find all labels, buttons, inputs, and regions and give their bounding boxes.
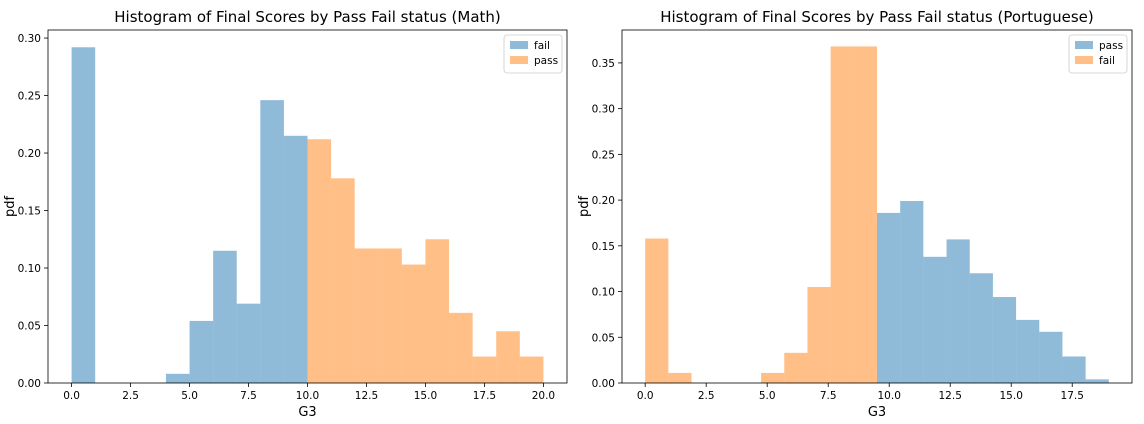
math-fail-bar [283, 135, 308, 383]
math-x-axis-label: G3 [298, 405, 316, 420]
math-y-tick-label: 0.20 [18, 148, 41, 160]
math-x-tick-label: 15.0 [414, 390, 437, 402]
math-fail-bar [165, 373, 190, 383]
portuguese-legend-label-fail: fail [1099, 55, 1115, 67]
portuguese-y-tick-label: 0.15 [592, 241, 615, 253]
math-y-tick-label: 0.05 [18, 321, 41, 333]
math-x-tick-label: 5.0 [181, 390, 198, 402]
math-y-tick-label: 0.15 [18, 206, 41, 218]
math-pass-bar [472, 356, 497, 383]
portuguese-fail-bar [807, 286, 831, 383]
math-chart-title: Histogram of Final Scores by Pass Fail s… [114, 8, 501, 26]
portuguese-x-tick-label: 7.5 [820, 390, 837, 402]
math-y-tick-label: 0.30 [18, 33, 41, 45]
portuguese-x-axis-label: G3 [868, 405, 886, 420]
math-fail-bar [236, 303, 261, 383]
portuguese-x-tick-label: 5.0 [759, 390, 776, 402]
math-legend-label-fail: fail [534, 40, 550, 52]
math-pass-bar [331, 178, 355, 383]
portuguese-legend-swatch-fail [1075, 56, 1093, 64]
math-pass-bar [496, 331, 520, 383]
portuguese-pass-bar [877, 212, 901, 383]
portuguese-pass-bar [992, 297, 1017, 383]
portuguese-fail-bar [830, 46, 854, 384]
math-y-axis-label: pdf [3, 196, 18, 218]
portuguese-pass-bar [923, 256, 947, 383]
portuguese-pass-bar [969, 273, 993, 383]
math-legend-swatch-pass [510, 56, 528, 64]
portuguese-y-tick-label: 0.25 [592, 149, 615, 161]
portuguese-pass-bar [1016, 319, 1040, 383]
math-y-tick-label: 0.25 [18, 91, 41, 103]
math-pass-bar [519, 356, 544, 383]
portuguese-chart-title: Histogram of Final Scores by Pass Fail s… [660, 8, 1094, 26]
portuguese-x-tick-label: 0.0 [637, 390, 654, 402]
portuguese-legend-swatch-pass [1075, 41, 1093, 49]
math-histogram-panel: 0.0 2.5 5.0 7.5 10.0 12.5 15.0 17.5 20.0 0.00 0.05… [3, 8, 568, 420]
math-x-tick-label: 10.0 [296, 390, 319, 402]
portuguese-pass-bar [900, 201, 924, 383]
portuguese-y-tick-label: 0.00 [592, 378, 615, 390]
portuguese-x-tick-label: 12.5 [939, 390, 962, 402]
portuguese-pass-bar [1085, 379, 1109, 383]
portuguese-fail-bar [645, 238, 669, 383]
math-y-tick-label: 0.10 [18, 263, 41, 275]
portuguese-y-tick-label: 0.10 [592, 287, 615, 299]
math-x-tick-label: 0.0 [63, 390, 80, 402]
math-legend-label-pass: pass [534, 55, 558, 67]
math-pass-bar [401, 264, 426, 383]
portuguese-y-tick-label: 0.20 [592, 195, 615, 207]
math-x-tick-label: 20.0 [532, 390, 555, 402]
portuguese-y-tick-label: 0.35 [592, 58, 615, 70]
portuguese-y-axis-label: pdf [577, 196, 592, 218]
math-fail-bar [71, 47, 96, 383]
math-pass-bar [354, 248, 379, 383]
portuguese-y-tick-label: 0.05 [592, 332, 615, 344]
portuguese-x-tick-label: 17.5 [1061, 390, 1084, 402]
math-pass-bar [307, 139, 332, 383]
portuguese-fail-bar [784, 352, 808, 383]
math-x-tick-label: 7.5 [240, 390, 257, 402]
math-pass-bar [449, 312, 473, 383]
portuguese-pass-bar [1039, 331, 1063, 383]
math-x-tick-label: 12.5 [355, 390, 378, 402]
math-y-tick-label: 0.00 [18, 378, 41, 390]
portuguese-pass-bar [946, 239, 970, 383]
math-x-tick-label: 17.5 [473, 390, 496, 402]
math-legend-box [503, 34, 563, 74]
portuguese-histogram-panel: 0.0 2.5 5.0 7.5 10.0 12.5 15.0 17.5 0.00 0.05 0.10… [577, 8, 1133, 420]
math-pass-bar [378, 248, 402, 383]
portuguese-axes-frame [621, 29, 1133, 384]
math-pass-bar [425, 239, 450, 383]
math-fail-bar [260, 100, 284, 383]
math-fail-bar [213, 250, 237, 383]
portuguese-y-tick-label: 0.30 [592, 104, 615, 116]
portuguese-fail-bar [668, 372, 692, 383]
portuguese-fail-bar [853, 46, 877, 384]
portuguese-legend-label-pass: pass [1099, 40, 1123, 52]
math-x-tick-label: 2.5 [122, 390, 139, 402]
portuguese-x-tick-label: 10.0 [878, 390, 901, 402]
portuguese-x-tick-label: 2.5 [698, 390, 715, 402]
portuguese-fail-bar [761, 372, 785, 383]
portuguese-x-tick-label: 15.0 [1000, 390, 1023, 402]
math-fail-bar [189, 320, 214, 383]
portuguese-pass-bar [1062, 356, 1086, 383]
math-legend-swatch-fail [510, 41, 528, 49]
